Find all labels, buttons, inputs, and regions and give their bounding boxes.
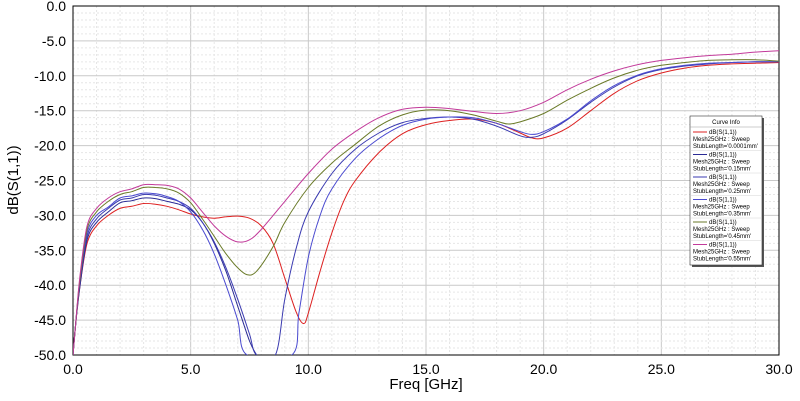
series-line-6: [73, 50, 779, 355]
y-tick-labels: 0.0 -5.0 -10.0 -15.0 -20.0 -25.0 -30.0 -35.0 -40…: [34, 0, 66, 363]
y-tick-label: -45.0: [34, 312, 66, 328]
series-layer: [73, 50, 779, 355]
legend-entry-param: StubLength='0.0001mm': [693, 144, 758, 150]
legend-entry-name: dB(S(1,1)): [709, 130, 737, 136]
legend-entry-param: StubLength='0.35mm': [693, 212, 751, 218]
series-line-1: [73, 62, 779, 355]
x-tick-label: 0.0: [63, 361, 83, 377]
y-tick-label: 0.0: [47, 0, 67, 14]
legend-entry-param: StubLength='0.15mm': [693, 167, 751, 173]
series-line-2: [73, 197, 258, 355]
y-tick-label: -10.0: [34, 68, 66, 84]
legend-title: Curve Info: [712, 120, 740, 126]
legend-entry-sweep: Mesh25GHz : Sweep: [693, 182, 750, 188]
x-tick-label: 30.0: [765, 361, 792, 377]
plot-frame: [72, 5, 780, 356]
legend-entry-name: dB(S(1,1)): [709, 243, 737, 249]
legend-entry-param: StubLength='0.55mm': [693, 257, 751, 263]
y-tick-label: -40.0: [34, 277, 66, 293]
series-line-4: [73, 61, 779, 355]
grid-lines: [73, 6, 779, 355]
y-tick-label: -20.0: [34, 138, 66, 154]
legend-entry-sweep: Mesh25GHz : Sweep: [693, 250, 750, 256]
x-tick-label: 25.0: [648, 361, 675, 377]
y-axis-label: dB(S(1,1)): [5, 145, 22, 214]
legend-entry-name: dB(S(1,1)): [709, 198, 737, 204]
legend-entry-sweep: Mesh25GHz : Sweep: [693, 160, 750, 166]
legend-entry-param: StubLength='0.45mm': [693, 234, 751, 240]
x-axis-label: Freq [GHz]: [389, 376, 462, 393]
x-tick-label: 5.0: [181, 361, 201, 377]
legend-entry-sweep: Mesh25GHz : Sweep: [693, 227, 750, 233]
series-line-5: [73, 59, 779, 355]
legend-box: [689, 115, 763, 266]
legend-entry-name: dB(S(1,1)): [709, 153, 737, 159]
y-tick-label: -15.0: [34, 103, 66, 119]
legend-entry-sweep: Mesh25GHz : Sweep: [693, 205, 750, 211]
x-tick-label: 10.0: [295, 361, 322, 377]
x-tick-label: 20.0: [530, 361, 557, 377]
y-tick-label: -30.0: [34, 207, 66, 223]
legend-entry-param: StubLength='0.25mm': [693, 189, 751, 195]
x-tick-labels: 0.0 5.0 10.0 15.0 20.0 25.0 30.0: [63, 361, 793, 377]
y-tick-label: -25.0: [34, 173, 66, 189]
series-line-3: [73, 61, 779, 355]
x-tick-label: 15.0: [412, 361, 439, 377]
y-tick-label: -50.0: [34, 347, 66, 363]
legend-entry-name: dB(S(1,1)): [709, 175, 737, 181]
y-tick-label: -5.0: [42, 33, 66, 49]
legend-entry-sweep: Mesh25GHz : Sweep: [693, 137, 750, 143]
y-tick-label: -35.0: [34, 242, 66, 258]
legend-entry-name: dB(S(1,1)): [709, 220, 737, 226]
